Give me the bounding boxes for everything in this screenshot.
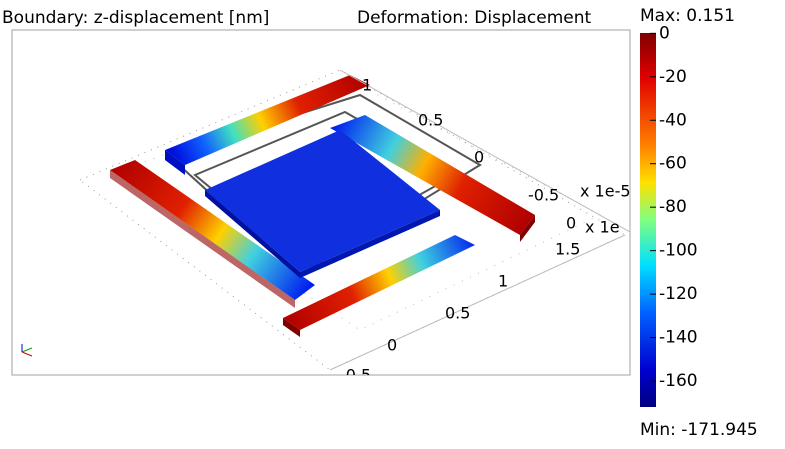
chart-title: Boundary: z-displacement [nm] <box>2 8 269 28</box>
colorbar-tick-label: -60 <box>659 154 687 174</box>
axis-tick-label: 1 <box>498 272 508 291</box>
colorbar-tick-label: -120 <box>659 284 698 304</box>
axis-tick-label: 1 <box>362 76 372 95</box>
axis-tick-label: 0 <box>387 336 397 355</box>
axis-multiplier: x 1e <box>585 218 620 237</box>
axis-tick-label: 0.5 <box>418 111 443 130</box>
colorbar-tick-label: -160 <box>659 371 698 391</box>
colorbar-tick-label: -80 <box>659 197 687 217</box>
chart: Boundary: z-displacement [nm] Deformatio… <box>0 0 785 445</box>
axis-tick-label: 0 <box>566 214 576 233</box>
colorbar-tick-label: -140 <box>659 328 698 348</box>
colorbar-tick-label: -100 <box>659 241 698 261</box>
axis-multiplier: x 1e-5 <box>580 182 631 201</box>
page: {"chart_data": { "type": "surface", "tit… <box>0 0 785 445</box>
axis-tick-label: 1.5 <box>555 240 580 259</box>
axis-tick-label: 0 <box>474 148 484 167</box>
colorbar-tick-label: -20 <box>659 67 687 87</box>
axis-tick-label: -0.5 <box>528 186 559 205</box>
colorbar-min: Min: -171.945 <box>640 420 758 440</box>
axis-tick-label: 0.5 <box>445 304 470 323</box>
colorbar-tick-label: 0 <box>659 23 670 43</box>
chart-subtitle: Deformation: Displacement <box>357 8 591 28</box>
axis-tick-label: -0.5 <box>340 366 371 385</box>
colorbar-tick-label: -40 <box>659 110 687 130</box>
colorbar <box>640 33 656 407</box>
colorbar-max: Max: 0.151 <box>640 6 735 26</box>
